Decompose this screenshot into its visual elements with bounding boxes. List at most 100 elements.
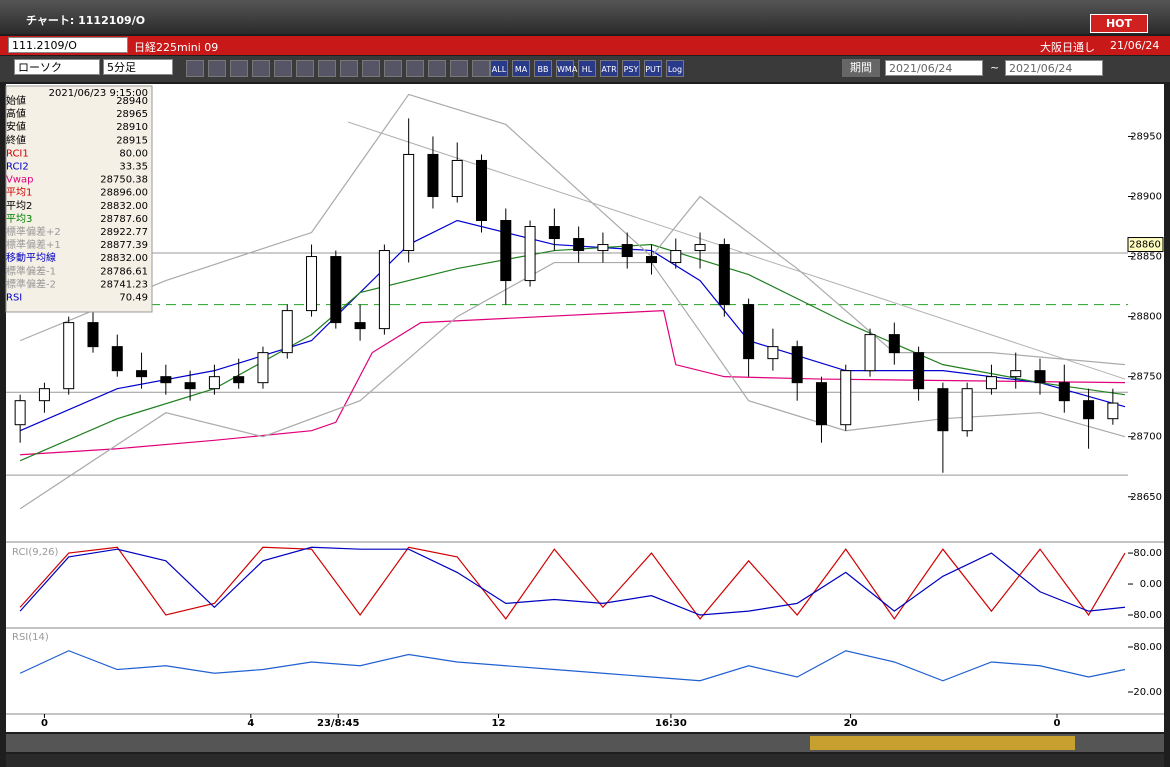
info-label: 標準偏差+1 [6, 238, 61, 251]
candle-body [403, 153, 415, 252]
y-tick-label: 0.00 [1140, 579, 1162, 590]
tool-icon[interactable] [472, 60, 490, 77]
to-date[interactable]: 2021/06/24 [1005, 60, 1103, 76]
tool-icon[interactable] [406, 60, 424, 77]
candle-body [1034, 370, 1046, 384]
range-button[interactable]: 期間 [842, 59, 880, 77]
y-tick-label: 28900 [1130, 191, 1162, 202]
x-tick-label: 12 [492, 718, 506, 729]
info-label: 標準偏差+2 [6, 225, 61, 238]
tool-icon[interactable] [208, 60, 226, 77]
tool-icon[interactable] [252, 60, 270, 77]
candle-body [330, 256, 342, 324]
tool-icon[interactable] [274, 60, 292, 77]
panel-label: RCI(9,26) [12, 547, 59, 558]
window-title: チャート: 1112109/O [26, 14, 146, 27]
info-label: 平均2 [6, 200, 32, 212]
candle-body [500, 220, 512, 282]
tool-button[interactable]: PUT [644, 60, 662, 77]
tool-icon[interactable] [318, 60, 336, 77]
tool-icon[interactable] [340, 60, 358, 77]
period-select[interactable]: 5分足 [103, 59, 173, 75]
tool-button[interactable]: ALL [490, 60, 508, 77]
header-bar: 111.2109/O 日経225mini 09 大阪日通し 21/06/24 [0, 36, 1170, 55]
tool-icon[interactable] [230, 60, 248, 77]
candle-body [961, 388, 973, 432]
candle-body [985, 376, 997, 390]
candle-body [160, 376, 172, 384]
indicator-line [19, 261, 1126, 510]
candle-body [111, 346, 123, 372]
candle-body [743, 304, 755, 360]
rci-line [19, 546, 1126, 620]
x-tick-label: 23/8:45 [317, 718, 359, 729]
candle-body [694, 244, 706, 252]
rci-line [19, 546, 1126, 616]
candle-body [14, 400, 26, 426]
indicator-line [19, 243, 1126, 462]
tool-button[interactable]: HL [578, 60, 596, 77]
tool-button[interactable]: ATR [600, 60, 618, 77]
candle-body [427, 153, 439, 197]
candle-body [281, 310, 293, 354]
y-tick-label: 28800 [1130, 312, 1162, 323]
tool-button[interactable]: WMA [556, 60, 577, 77]
candle-body [815, 382, 827, 426]
info-label: 安値 [6, 120, 26, 133]
panel-label: RSI(14) [12, 632, 49, 643]
candle-body [864, 334, 876, 372]
info-label: 標準偏差-1 [6, 264, 56, 277]
scrollbar[interactable] [6, 734, 1164, 752]
tool-icon[interactable] [428, 60, 446, 77]
candle-body [378, 250, 390, 330]
candle-body [1058, 382, 1070, 402]
info-label: RCI1 [6, 148, 29, 159]
candle-body [1107, 402, 1119, 420]
scroll-thumb[interactable] [810, 736, 1075, 750]
info-value: 33.35 [119, 162, 148, 173]
x-tick-label: 0 [1054, 718, 1061, 729]
info-value: 28965 [116, 109, 148, 120]
code-input[interactable]: 111.2109/O [8, 37, 128, 53]
chart-type-select[interactable]: ローソク [14, 59, 100, 75]
toolbar: ローソク 5分足 期間 2021/06/24 ~ 2021/06/24 ALL M… [0, 56, 1170, 82]
tool-button[interactable]: Log [666, 60, 684, 77]
tool-button[interactable]: MA [512, 60, 530, 77]
hot-button[interactable]: HOT [1090, 14, 1148, 33]
tool-icon[interactable] [450, 60, 468, 77]
y-tick-label: 28850 [1130, 252, 1162, 263]
axis-background [1128, 84, 1164, 716]
instrument-name: 日経225mini 09 [134, 41, 219, 54]
candle-body [476, 159, 488, 222]
info-value: 28896.00 [100, 188, 148, 199]
tool-icon[interactable] [296, 60, 314, 77]
from-date[interactable]: 2021/06/24 [885, 60, 983, 76]
candle-body [621, 244, 633, 258]
info-value: 28877.39 [100, 240, 148, 251]
indicator-line [19, 93, 1126, 366]
tool-icon[interactable] [384, 60, 402, 77]
candle-body [573, 238, 585, 252]
tool-icon[interactable] [186, 60, 204, 77]
title-bar: チャート: 1112109/O HOT [0, 0, 1170, 34]
candle-body [306, 256, 318, 312]
info-label: 始値 [6, 94, 26, 107]
candle-body [524, 226, 536, 282]
y-tick-label: 28700 [1130, 432, 1162, 443]
tool-button[interactable]: PSY [622, 60, 640, 77]
info-value: 28741.23 [100, 279, 148, 290]
info-value: 28786.61 [100, 266, 148, 277]
current-price-label: 28860 [1129, 240, 1161, 251]
info-value: 28922.77 [100, 227, 148, 238]
indicator-line [20, 309, 1126, 456]
candle-body [840, 370, 852, 426]
x-tick-label: 0 [41, 718, 48, 729]
tool-icon[interactable] [362, 60, 380, 77]
y-tick-label: 80.00 [1133, 642, 1162, 653]
info-label: RCI2 [6, 162, 29, 173]
tool-button[interactable]: BB [534, 60, 552, 77]
info-value: 28832.00 [100, 253, 148, 264]
y-tick-label: 28950 [1130, 131, 1162, 142]
candle-body [38, 388, 50, 402]
